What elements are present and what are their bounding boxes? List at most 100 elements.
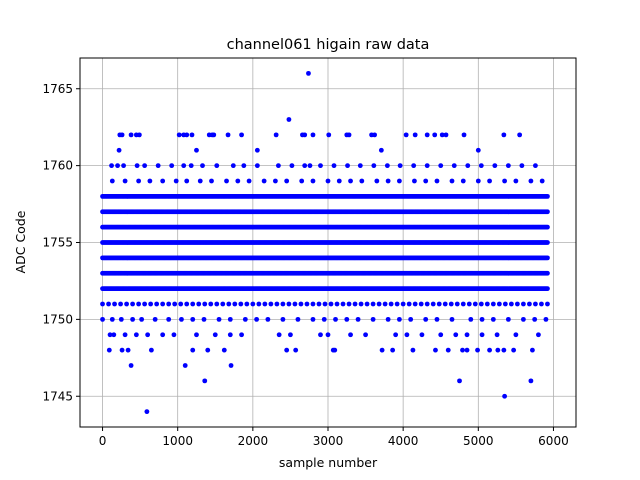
data-point bbox=[487, 178, 492, 184]
data-point bbox=[370, 301, 376, 307]
data-point bbox=[424, 163, 430, 169]
x-tick-label: 6000 bbox=[538, 434, 569, 448]
data-point bbox=[430, 301, 436, 307]
data-point bbox=[390, 347, 396, 353]
data-point bbox=[136, 178, 142, 184]
data-point bbox=[119, 347, 125, 353]
data-point bbox=[494, 332, 500, 338]
data-point bbox=[155, 163, 161, 169]
x-tick-label: 3000 bbox=[313, 434, 344, 448]
data-point bbox=[190, 347, 196, 353]
data-point bbox=[434, 316, 440, 322]
data-point bbox=[490, 301, 496, 307]
data-point bbox=[226, 301, 232, 307]
data-point bbox=[128, 132, 134, 138]
data-point bbox=[166, 301, 172, 307]
data-point bbox=[142, 301, 148, 307]
data-point bbox=[411, 163, 417, 169]
data-point bbox=[107, 332, 113, 338]
data-point bbox=[528, 178, 534, 184]
data-point bbox=[212, 332, 218, 338]
data-point bbox=[403, 132, 409, 138]
data-point bbox=[363, 332, 368, 338]
data-point bbox=[239, 132, 244, 138]
data-point bbox=[211, 132, 217, 138]
data-point bbox=[122, 332, 128, 338]
data-point bbox=[232, 301, 238, 307]
data-point bbox=[112, 301, 117, 307]
data-point bbox=[254, 316, 260, 322]
data-point bbox=[404, 332, 410, 338]
data-point bbox=[182, 363, 188, 368]
data-point bbox=[145, 332, 151, 338]
data-point bbox=[460, 347, 465, 353]
data-point bbox=[235, 178, 241, 184]
data-point bbox=[262, 301, 268, 307]
data-point bbox=[340, 301, 346, 307]
data-point bbox=[109, 163, 114, 169]
data-point bbox=[545, 270, 550, 276]
data-point bbox=[100, 316, 105, 322]
data-point bbox=[479, 316, 485, 322]
data-point bbox=[443, 132, 449, 138]
data-point bbox=[394, 301, 400, 307]
data-point bbox=[393, 332, 399, 338]
data-point bbox=[310, 301, 316, 307]
x-tick-label: 1000 bbox=[162, 434, 193, 448]
data-point bbox=[325, 332, 331, 338]
data-point bbox=[379, 347, 385, 353]
data-point bbox=[334, 301, 340, 307]
data-point bbox=[274, 301, 280, 307]
data-point bbox=[241, 163, 247, 169]
x-tick-label: 2000 bbox=[238, 434, 269, 448]
data-point bbox=[118, 301, 123, 307]
data-point bbox=[464, 332, 470, 338]
data-point bbox=[418, 301, 424, 307]
data-point bbox=[286, 117, 292, 122]
data-point bbox=[410, 347, 416, 353]
data-point bbox=[181, 163, 187, 169]
x-axis-label: sample number bbox=[279, 455, 378, 470]
data-point bbox=[511, 347, 517, 353]
data-point bbox=[202, 301, 208, 307]
data-point bbox=[501, 132, 507, 138]
data-point bbox=[539, 178, 545, 184]
data-point bbox=[385, 178, 391, 184]
data-point bbox=[188, 163, 194, 169]
data-point bbox=[385, 316, 391, 322]
data-point bbox=[310, 178, 316, 184]
data-point bbox=[100, 301, 105, 307]
data-point bbox=[434, 178, 440, 184]
data-point bbox=[154, 301, 160, 307]
data-point bbox=[250, 301, 256, 307]
x-tick-label: 0 bbox=[99, 434, 107, 448]
y-tick-label: 1755 bbox=[42, 236, 73, 250]
data-point bbox=[160, 301, 166, 307]
data-point bbox=[445, 347, 451, 353]
data-point bbox=[513, 178, 519, 184]
data-point bbox=[406, 301, 412, 307]
x-tick-label: 4000 bbox=[388, 434, 419, 448]
data-point bbox=[172, 301, 178, 307]
data-point bbox=[130, 301, 136, 307]
data-point bbox=[505, 316, 511, 322]
data-point bbox=[412, 132, 418, 138]
data-point bbox=[254, 147, 260, 153]
data-point bbox=[408, 316, 414, 322]
data-point bbox=[208, 301, 214, 307]
data-point bbox=[239, 332, 244, 338]
data-point bbox=[216, 316, 222, 322]
data-point bbox=[378, 147, 384, 153]
data-point bbox=[302, 163, 308, 169]
data-point bbox=[225, 132, 231, 138]
data-point bbox=[326, 132, 332, 138]
data-point bbox=[433, 347, 438, 353]
data-point bbox=[214, 301, 220, 307]
data-point bbox=[451, 163, 457, 169]
data-point bbox=[148, 301, 154, 307]
data-point bbox=[280, 301, 286, 307]
data-point bbox=[124, 301, 129, 307]
data-point bbox=[442, 301, 448, 307]
data-point bbox=[242, 316, 248, 322]
data-point bbox=[128, 363, 134, 368]
